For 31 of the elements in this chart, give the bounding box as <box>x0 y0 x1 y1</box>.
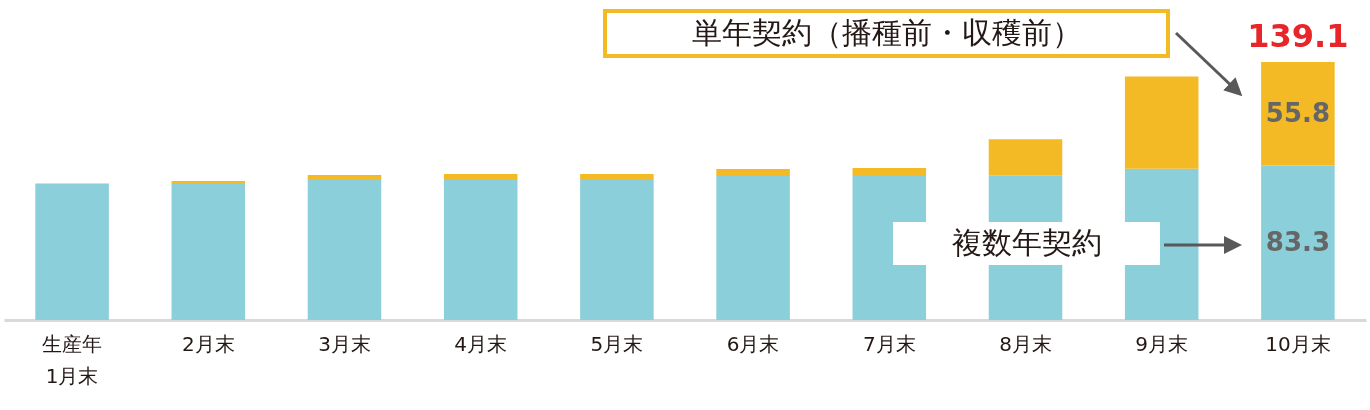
x-tick-label: 3月末 <box>318 331 371 356</box>
x-tick-label: 2月末 <box>181 331 235 356</box>
x-tick-label: 5月末 <box>590 331 644 356</box>
x-tick-label: 4月末 <box>454 331 508 356</box>
data-label: 83.3 <box>1265 226 1330 257</box>
x-tick-label: 8月末 <box>999 331 1052 356</box>
bar <box>307 179 382 320</box>
total-label: 139.1 <box>1247 17 1349 55</box>
bar <box>171 182 246 320</box>
x-tick-label: 7月末 <box>862 331 916 356</box>
bar <box>716 169 790 177</box>
bar <box>1261 62 1335 166</box>
bar <box>580 179 654 320</box>
bar <box>1261 165 1335 320</box>
data-label: 55.8 <box>1265 97 1330 128</box>
bar <box>171 180 246 183</box>
x-tick-label: 9月末 <box>1135 331 1189 356</box>
bar <box>35 184 109 320</box>
bar <box>716 176 790 320</box>
bar <box>580 174 654 180</box>
x-tick-label: 生産年 1月末 <box>42 331 103 388</box>
bar <box>307 174 382 180</box>
x-tick-label: 6月末 <box>726 331 780 356</box>
text-box: 複数年契約 <box>893 222 1160 265</box>
bar <box>443 179 518 320</box>
bar <box>852 167 927 175</box>
bar <box>443 174 518 180</box>
text-box: 単年契約（播種前・収穫前） <box>603 9 1170 58</box>
bar <box>1124 76 1199 169</box>
bar <box>988 139 1063 176</box>
x-tick-label: 10月末 <box>1265 331 1331 356</box>
